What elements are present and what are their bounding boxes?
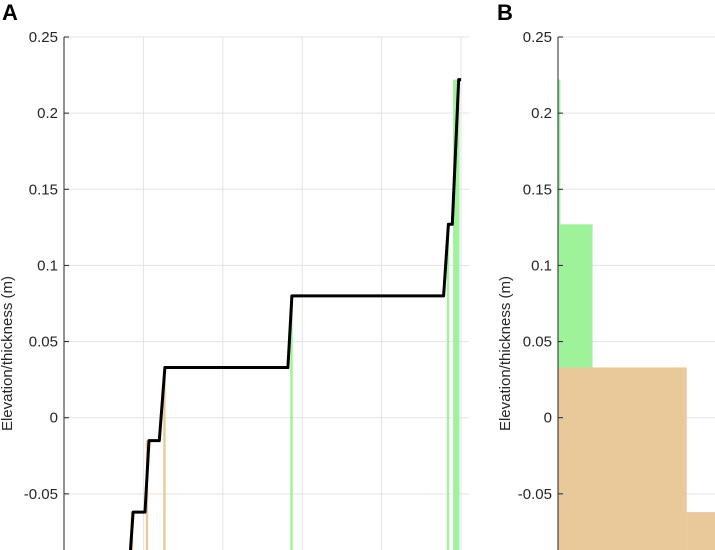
y-tick-label: -0.05 — [518, 486, 552, 503]
y-tick-label: 0.15 — [523, 181, 552, 198]
y-tick-label: 0.05 — [523, 334, 552, 351]
bar-2 — [163, 367, 166, 550]
panel-b: -0.05 0 0.05 0.1 0.15 0.2 0.25 Elevation/thickn… — [497, 0, 715, 550]
y-tick-label: 0.25 — [29, 29, 58, 46]
bar-1 — [686, 512, 715, 550]
y-tick-label: -0.05 — [24, 486, 58, 503]
panel-letter: A — [2, 0, 18, 25]
bar-4 — [446, 224, 450, 550]
y-axis-label: Elevation/thickness (m) — [497, 276, 514, 431]
y-tick-label: 0.2 — [531, 105, 552, 122]
bar-2 — [558, 224, 593, 368]
y-tick-label: 0.15 — [29, 181, 58, 198]
y-tick-label: 0.1 — [531, 257, 552, 274]
bar-0 — [558, 367, 687, 550]
y-tick-label: 0 — [50, 410, 58, 427]
panel-letter: B — [497, 0, 513, 25]
bar-5 — [453, 79, 460, 550]
y-tick-label: 0.1 — [37, 257, 58, 274]
y-axis-label: Elevation/thickness (m) — [0, 276, 16, 431]
series-line-0 — [128, 78, 462, 550]
y-tick-label: 0 — [544, 410, 552, 427]
panel-a: -0.05 0 0.05 0.1 0.15 0.2 0.25 Elevation/thickn… — [0, 0, 469, 550]
y-tick-label: 0.25 — [523, 29, 552, 46]
bar-3 — [290, 295, 293, 550]
y-tick-label: 0.2 — [37, 105, 58, 122]
y-tick-label: 0.05 — [29, 334, 58, 351]
bar-3 — [558, 79, 561, 225]
